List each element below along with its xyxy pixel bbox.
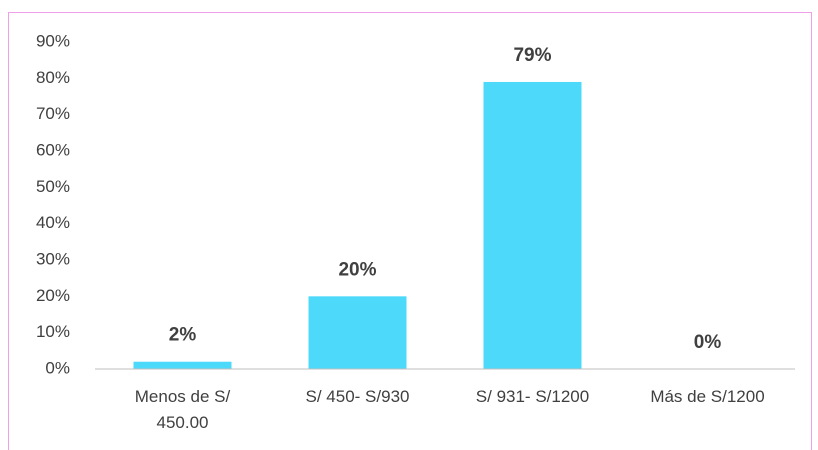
y-tick-label: 20% bbox=[36, 286, 70, 305]
x-tick-label: Más de S/1200 bbox=[650, 387, 765, 406]
y-tick-label: 30% bbox=[36, 249, 70, 268]
value-label: 2% bbox=[169, 325, 197, 346]
value-label: 20% bbox=[338, 259, 376, 280]
y-tick-label: 60% bbox=[36, 140, 70, 159]
y-tick-label: 80% bbox=[36, 68, 70, 87]
value-label: 0% bbox=[694, 332, 722, 353]
y-tick-label: 70% bbox=[36, 104, 70, 123]
x-tick-label: S/ 450- S/930 bbox=[305, 387, 410, 406]
value-label: 79% bbox=[513, 45, 551, 66]
bar bbox=[308, 296, 407, 369]
y-tick-label: 50% bbox=[36, 177, 70, 196]
bar bbox=[483, 81, 582, 369]
chart-frame bbox=[8, 12, 812, 450]
y-tick-label: 40% bbox=[36, 213, 70, 232]
x-tick-label: Menos de S/ 450.00 bbox=[134, 387, 231, 432]
y-tick-label: 10% bbox=[36, 322, 70, 341]
x-tick-label: S/ 931- S/1200 bbox=[475, 387, 590, 406]
bar bbox=[133, 361, 232, 369]
y-tick-label: 0% bbox=[45, 358, 70, 377]
y-tick-label: 90% bbox=[36, 31, 70, 50]
